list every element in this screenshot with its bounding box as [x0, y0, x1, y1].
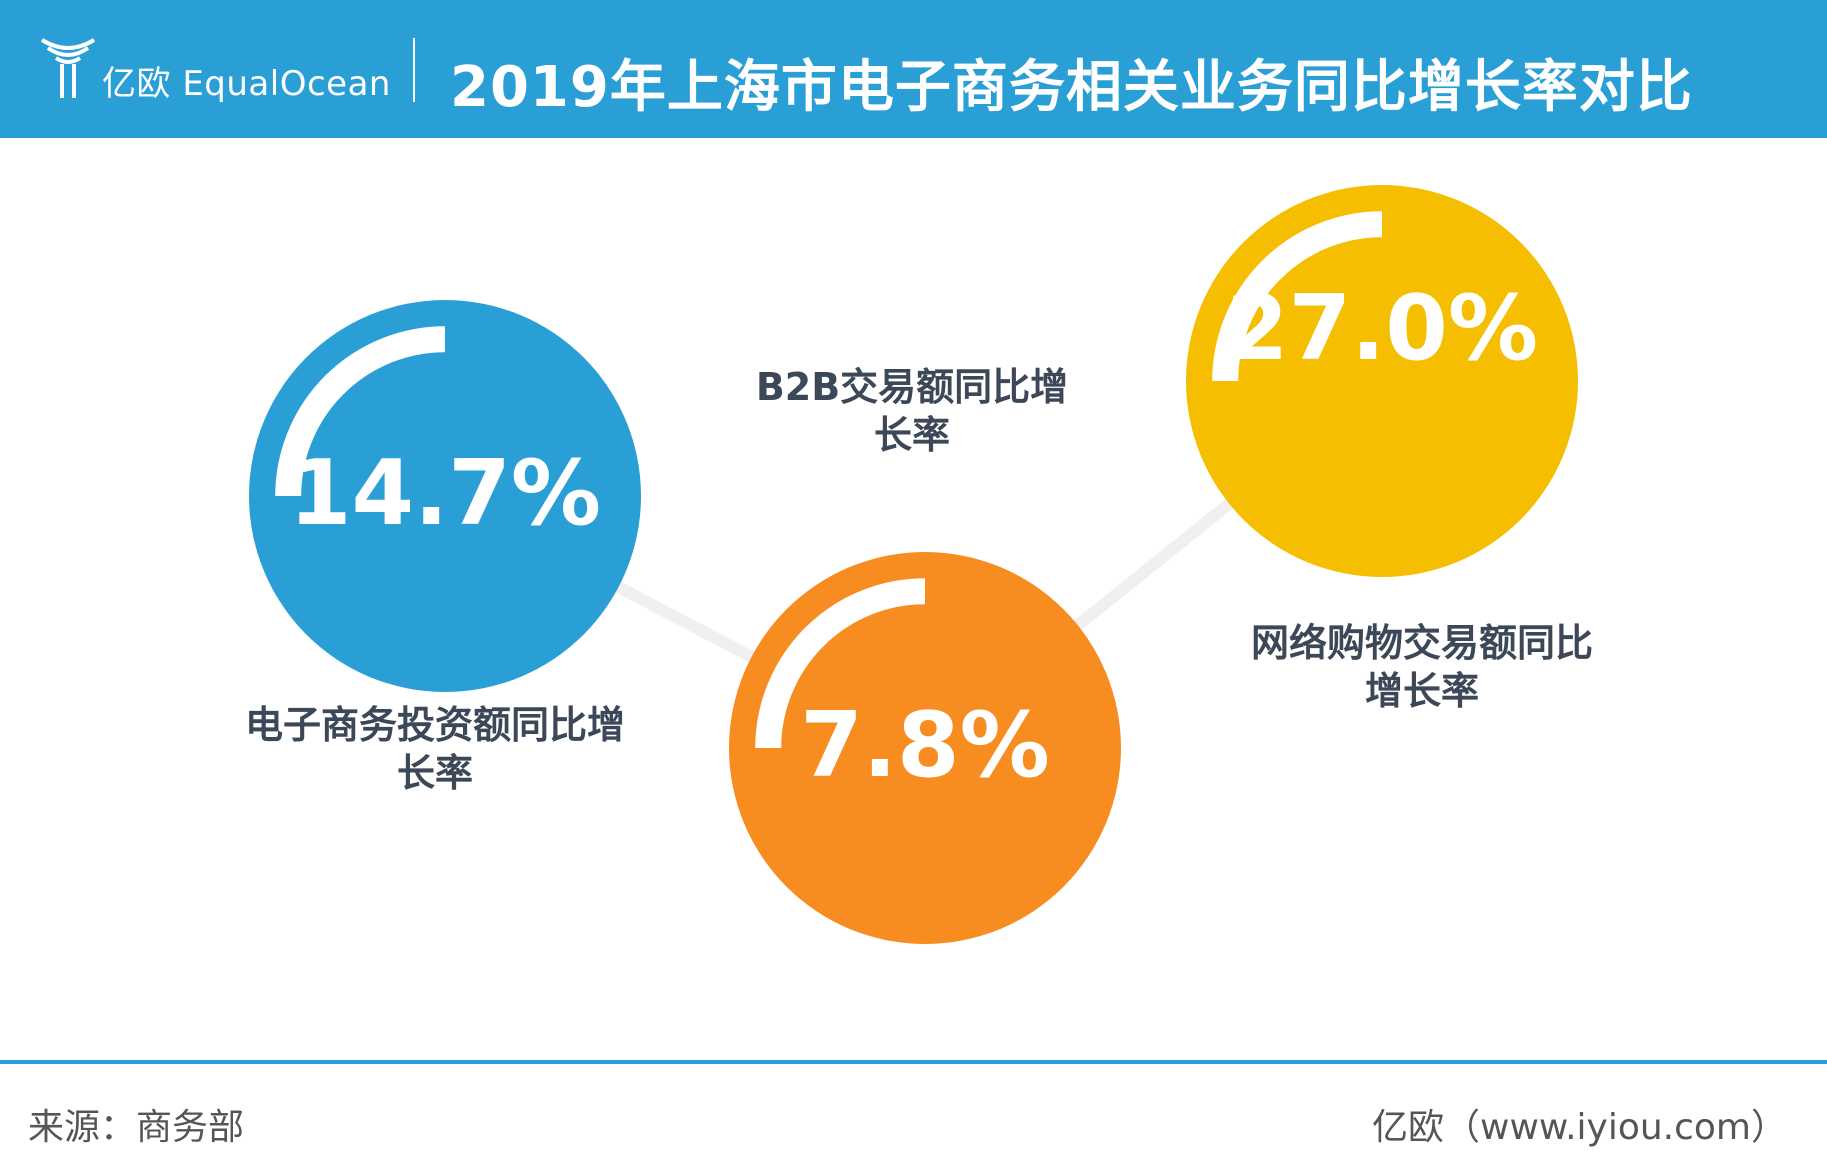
category-label-2-line-2: 长率: [874, 413, 950, 457]
bubble-circle-3: [1186, 185, 1578, 577]
bubble-arc-2: [755, 578, 926, 749]
bubble-arc-1: [275, 326, 446, 497]
source-text: 来源：商务部: [28, 1107, 245, 1148]
header-divider: [413, 38, 415, 102]
logo: 亿欧 EqualOcean: [38, 34, 398, 104]
brand-name-cn: 亿欧: [102, 64, 171, 104]
category-label-3-line-2: 增长率: [1365, 669, 1479, 713]
bubble-arc-3: [1212, 211, 1383, 382]
category-label-1-line-1: 电子商务投资额同比增: [245, 703, 625, 747]
brand-name-en: EqualOcean: [182, 64, 391, 104]
value-label-3: 27.0%: [1226, 276, 1538, 381]
value-label-1: 14.7%: [289, 441, 601, 546]
category-label-3-line-1: 网络购物交易额同比: [1251, 621, 1593, 665]
brand-name: 亿欧 EqualOcean: [102, 56, 391, 105]
bubble-3: 27.0%: [1186, 185, 1578, 577]
bubble-2: 7.8%: [729, 552, 1121, 944]
category-label-2-line-1: B2B交易额同比增: [756, 365, 1068, 409]
logo-mark-icon: [40, 38, 96, 98]
site-text: 亿欧（www.iyiou.com）: [1372, 1107, 1787, 1148]
footer-rule: [0, 1060, 1827, 1064]
value-label-2: 7.8%: [800, 693, 1050, 798]
bubble-circle-2: [729, 552, 1121, 944]
category-label-1-line-2: 长率: [397, 751, 473, 795]
header-bar: 亿欧 EqualOcean 2019年上海市电子商务相关业务同比增长率对比: [0, 0, 1827, 138]
bubble-circle-1: [249, 300, 641, 692]
bubble-1: 14.7%: [249, 300, 641, 692]
page-title: 2019年上海市电子商务相关业务同比增长率对比: [450, 55, 1693, 120]
